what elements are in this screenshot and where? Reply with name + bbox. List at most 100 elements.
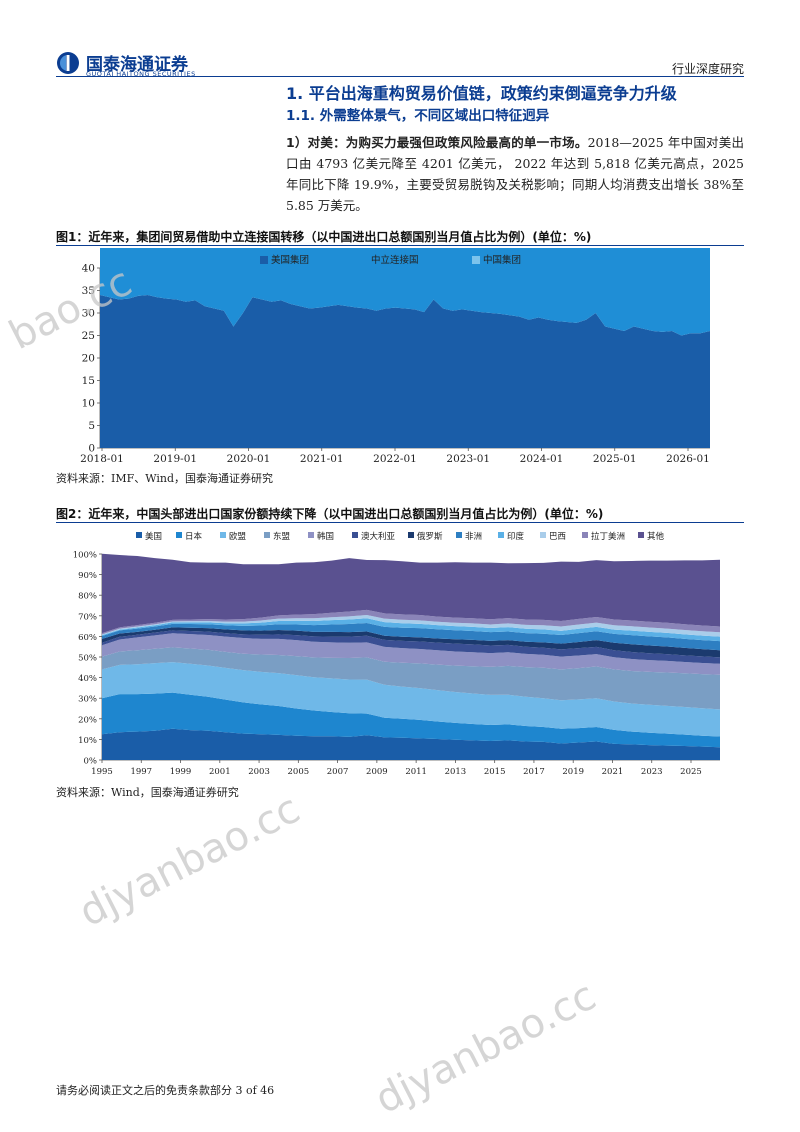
x-tick-label: 2024-01: [520, 453, 564, 465]
legend-label: 非洲: [465, 531, 482, 542]
x-tick-label: 2007: [327, 767, 349, 777]
y-tick-label: 20%: [78, 715, 97, 725]
area-series-4: [102, 647, 720, 710]
figure2-title: 图2：近年来，中国头部进出口国家份额持续下降（以中国进出口总额国别当月值占比为例…: [56, 507, 604, 521]
y-tick-label: 5: [88, 420, 95, 432]
y-tick-label: 30%: [78, 695, 97, 705]
legend-label: 拉丁美洲: [591, 531, 625, 542]
x-tick-label: 2009: [366, 767, 388, 777]
figure1-title: 图1：近年来，集团间贸易借助中立连接国转移（以中国进出口总额国别当月值占比为例）…: [56, 230, 592, 244]
figure2-chart: 0% 10% 20% 30% 40% 50% 60% 70% 80% 90% 100% 1995 199…: [73, 531, 720, 777]
legend-swatch: [220, 532, 226, 538]
legend-swatch: [472, 256, 480, 264]
legend-label: 中国集团: [483, 254, 521, 266]
legend-swatch: [408, 532, 414, 538]
legend-swatch: [582, 532, 588, 538]
x-tick-label: 1997: [130, 767, 152, 777]
legend-swatch: [136, 532, 142, 538]
legend-label: 澳大利亚: [361, 531, 396, 542]
y-tick-label: 0%: [84, 757, 98, 767]
area-series-8: [102, 623, 720, 651]
section-tag: 行业深度研究: [671, 62, 744, 76]
x-tick-label: 2021: [602, 767, 624, 777]
x-tick-label: 2021-01: [300, 453, 344, 465]
legend-swatch: [260, 256, 268, 264]
company-name-en: GUOTAI HAITONG SECURITIES: [86, 70, 196, 78]
x-tick-label: 2025-01: [593, 453, 637, 465]
legend-swatch: [498, 532, 504, 538]
y-tick-label: 20: [82, 353, 95, 365]
x-tick-label: 2019: [562, 767, 584, 777]
y-tick-label: 100%: [73, 551, 97, 561]
legend-swatch: [638, 532, 644, 538]
y-tick-label: 35: [82, 285, 95, 297]
area-series-11: [102, 609, 720, 635]
area-series-6: [102, 630, 720, 664]
legend-swatch: [352, 532, 358, 538]
y-tick-label: 0: [88, 443, 95, 455]
y-tick-label: 60%: [78, 633, 97, 643]
x-tick-label: 2018-01: [80, 453, 124, 465]
x-tick-label: 2020-01: [227, 453, 271, 465]
y-tick-label: 50%: [78, 654, 97, 664]
area-series-7: [102, 627, 720, 658]
y-tick-label: 25: [82, 330, 95, 342]
x-tick-label: 2003: [248, 767, 270, 777]
legend-label: 美国: [145, 531, 162, 542]
body-paragraph: 1）对美：为购买力最强但政策风险最高的单一市场。2018—2025 年中国对美出…: [286, 132, 744, 216]
y-tick-label: 70%: [78, 612, 97, 622]
y-tick-label: 30: [82, 308, 95, 320]
x-tick-label: 2017: [523, 767, 545, 777]
x-tick-label: 2025: [680, 767, 702, 777]
header-rule: [56, 76, 744, 77]
legend-label: 其他: [647, 531, 665, 542]
paragraph-body: 2018—2025 年中国对美出口由 4793 亿美元降至 4201 亿美元， …: [286, 135, 744, 213]
x-tick-label: 2013: [445, 767, 467, 777]
area-series-9: [102, 618, 720, 642]
legend-label: 欧盟: [229, 531, 247, 542]
x-tick-label: 1995: [91, 767, 113, 777]
y-tick-label: 15: [82, 375, 95, 387]
area-series-2: [102, 692, 720, 748]
legend-swatch: [264, 532, 270, 538]
company-logo: [56, 51, 80, 75]
heading-2: 1.1. 外需整体景气，不同区域出口特征迥异: [286, 108, 550, 124]
legend-label: 中立连接国: [371, 254, 419, 266]
legend-label: 韩国: [317, 531, 334, 542]
x-tick-label: 2023: [641, 767, 663, 777]
figure1-source: 资料来源：IMF、Wind，国泰海通证券研究: [56, 472, 273, 485]
x-tick-label: 2001: [209, 767, 231, 777]
area-series-5: [102, 633, 720, 675]
y-tick-label: 90%: [78, 571, 97, 581]
area-series-1: [102, 728, 720, 760]
legend-label: 美国集团: [271, 254, 309, 266]
y-tick-label: 10: [82, 398, 95, 410]
legend-swatch: [308, 532, 314, 538]
x-tick-label: 2015: [484, 767, 506, 777]
figure2-source: 资料来源：Wind，国泰海通证券研究: [56, 786, 239, 799]
figure2-title-rule: [56, 522, 744, 523]
figure1-title-rule: [56, 245, 744, 246]
y-tick-label: 40: [82, 263, 95, 275]
area-series-2: [100, 248, 710, 336]
area-series-1: [100, 295, 710, 448]
logo-mark-icon: [57, 52, 79, 74]
area-series-3: [102, 662, 720, 737]
legend-swatch: [540, 532, 546, 538]
legend-label: 俄罗斯: [417, 531, 443, 542]
legend-label: 印度: [507, 531, 525, 542]
x-tick-label: 2019-01: [153, 453, 197, 465]
x-tick-label: 2023-01: [446, 453, 490, 465]
x-tick-label: 2026-01: [666, 453, 710, 465]
x-tick-label: 1999: [170, 767, 192, 777]
y-tick-label: 10%: [78, 736, 97, 746]
area-series-12: [102, 553, 720, 634]
legend-swatch: [456, 532, 462, 538]
watermark: djyanbao.cc: [72, 785, 308, 936]
legend-swatch: [360, 256, 368, 264]
heading-1: 1. 平台出海重构贸易价值链，政策约束倒逼竞争力升级: [286, 84, 677, 103]
area-series-10: [102, 614, 720, 637]
y-tick-label: 40%: [78, 674, 97, 684]
legend-label: 日本: [185, 531, 203, 542]
figure1-chart: 0 5 10 15 20 25 30 35 40 2018-01 2019-01 2020-01 202…: [80, 248, 710, 465]
